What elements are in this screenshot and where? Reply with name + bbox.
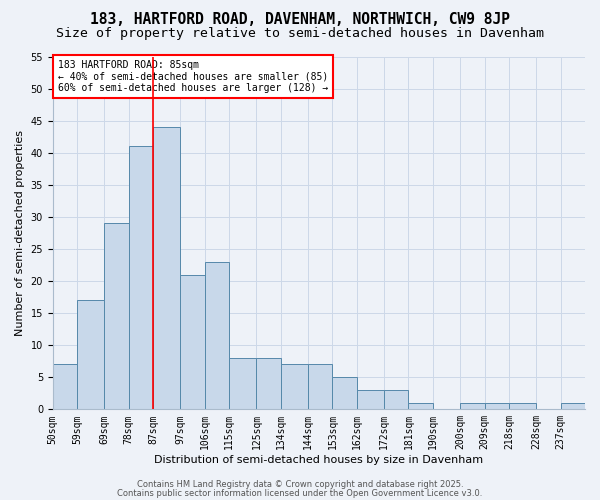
- Bar: [485, 403, 509, 409]
- Text: Contains HM Land Registry data © Crown copyright and database right 2025.: Contains HM Land Registry data © Crown c…: [137, 480, 463, 489]
- Bar: [229, 358, 256, 410]
- Bar: [409, 403, 433, 409]
- Bar: [308, 364, 332, 410]
- Bar: [256, 358, 281, 410]
- Text: 183, HARTFORD ROAD, DAVENHAM, NORTHWICH, CW9 8JP: 183, HARTFORD ROAD, DAVENHAM, NORTHWICH,…: [90, 12, 510, 28]
- Bar: [384, 390, 409, 409]
- Text: Size of property relative to semi-detached houses in Davenham: Size of property relative to semi-detach…: [56, 28, 544, 40]
- Bar: [104, 224, 129, 410]
- X-axis label: Distribution of semi-detached houses by size in Davenham: Distribution of semi-detached houses by …: [154, 455, 484, 465]
- Y-axis label: Number of semi-detached properties: Number of semi-detached properties: [15, 130, 25, 336]
- Bar: [281, 364, 308, 410]
- Bar: [332, 378, 357, 410]
- Bar: [153, 127, 181, 410]
- Bar: [77, 300, 104, 410]
- Bar: [460, 403, 485, 409]
- Bar: [357, 390, 384, 409]
- Bar: [53, 364, 77, 410]
- Bar: [205, 262, 229, 410]
- Bar: [181, 274, 205, 409]
- Bar: [560, 403, 585, 409]
- Text: 183 HARTFORD ROAD: 85sqm
← 40% of semi-detached houses are smaller (85)
60% of s: 183 HARTFORD ROAD: 85sqm ← 40% of semi-d…: [58, 60, 328, 93]
- Bar: [129, 146, 153, 410]
- Text: Contains public sector information licensed under the Open Government Licence v3: Contains public sector information licen…: [118, 488, 482, 498]
- Bar: [509, 403, 536, 409]
